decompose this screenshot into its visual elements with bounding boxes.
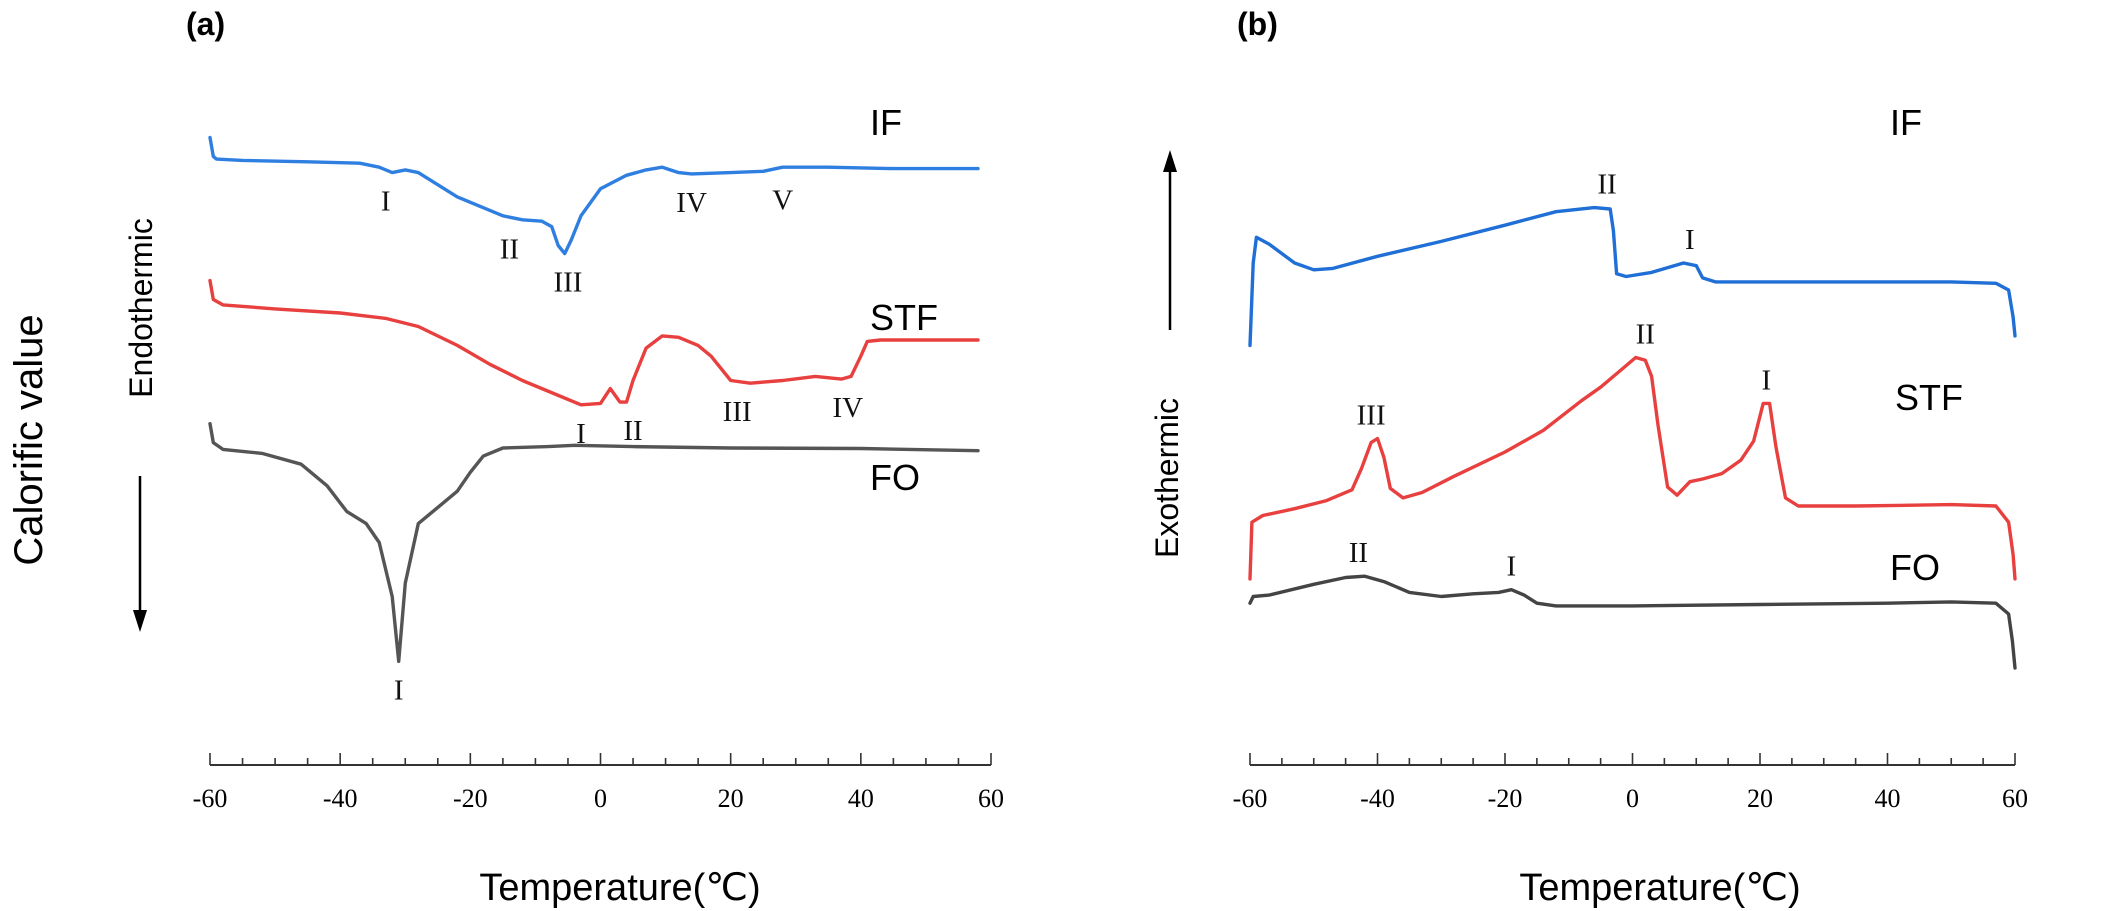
panel-b-x-axis: -60 -40 -20 0 20 40 60	[1233, 753, 2028, 813]
peak-label: II	[1636, 319, 1655, 351]
series-label-fo: FO	[1890, 547, 1940, 588]
peak-label: II	[623, 415, 642, 447]
x-tick-label: 0	[594, 784, 607, 813]
x-tick-label: 60	[978, 784, 1004, 813]
series-label-stf: STF	[1895, 377, 1963, 418]
series-label-fo: FO	[870, 457, 920, 498]
series-label-stf: STF	[870, 297, 938, 338]
x-tick-label: 40	[1875, 784, 1901, 813]
peak-label: I	[1685, 224, 1695, 256]
panel-b-curves	[1248, 205, 2017, 670]
x-tick-label: -20	[1488, 784, 1523, 813]
x-tick-label: -20	[453, 784, 488, 813]
panel-b-x-axis-title: Temperature(℃)	[1519, 867, 1800, 909]
panel-b-series-labels: IF STF FO	[1890, 102, 1963, 588]
peak-label: II	[500, 233, 519, 265]
panel-b-direction-arrow	[1163, 150, 1177, 330]
x-tick-label: 40	[848, 784, 874, 813]
series-line-if	[208, 135, 980, 256]
x-tick-label: 20	[1747, 784, 1773, 813]
panel-a-curves	[208, 135, 980, 663]
peak-label: IV	[833, 392, 864, 424]
x-tick-label: 0	[1626, 784, 1639, 813]
x-tick-label: -60	[193, 784, 228, 813]
x-tick-label: 20	[718, 784, 744, 813]
series-line-stf	[208, 278, 980, 407]
panel-a-label: (a)	[186, 6, 225, 42]
panel-b-direction-label: Exothermic	[1149, 398, 1185, 558]
series-line-fo	[1248, 574, 2017, 670]
peak-label: V	[772, 184, 793, 216]
panel-a-x-axis-title: Temperature(℃)	[479, 867, 760, 909]
peak-label: III	[1357, 400, 1386, 432]
peak-label: III	[553, 267, 582, 299]
peak-label: III	[723, 396, 752, 428]
series-line-fo	[208, 422, 980, 663]
peak-label: I	[1762, 364, 1772, 396]
y-axis-label: Calorific value	[7, 314, 51, 565]
series-label-if: IF	[870, 102, 902, 143]
series-line-if	[1248, 205, 2017, 348]
x-tick-label: -40	[323, 784, 358, 813]
peak-label: IV	[676, 187, 707, 219]
panel-a-direction-label: Endothermic	[123, 218, 159, 398]
panel-a-x-axis: -60 -40 -20 0 20 40 60	[193, 753, 1004, 813]
peak-label: II	[1349, 537, 1368, 569]
panel-b-label: (b)	[1237, 6, 1278, 42]
peak-label: I	[394, 674, 404, 706]
x-tick-label: -40	[1360, 784, 1395, 813]
series-label-if: IF	[1890, 102, 1922, 143]
panel-a-series-labels: IF STF FO	[870, 102, 938, 498]
peak-label: I	[381, 186, 391, 218]
panel-a-direction-arrow	[133, 476, 147, 632]
x-tick-label: 60	[2002, 784, 2028, 813]
x-tick-label: -60	[1233, 784, 1268, 813]
peak-label: II	[1597, 169, 1616, 201]
peak-label: I	[576, 418, 586, 450]
peak-label: I	[1507, 551, 1517, 583]
series-line-stf	[1248, 355, 2017, 581]
